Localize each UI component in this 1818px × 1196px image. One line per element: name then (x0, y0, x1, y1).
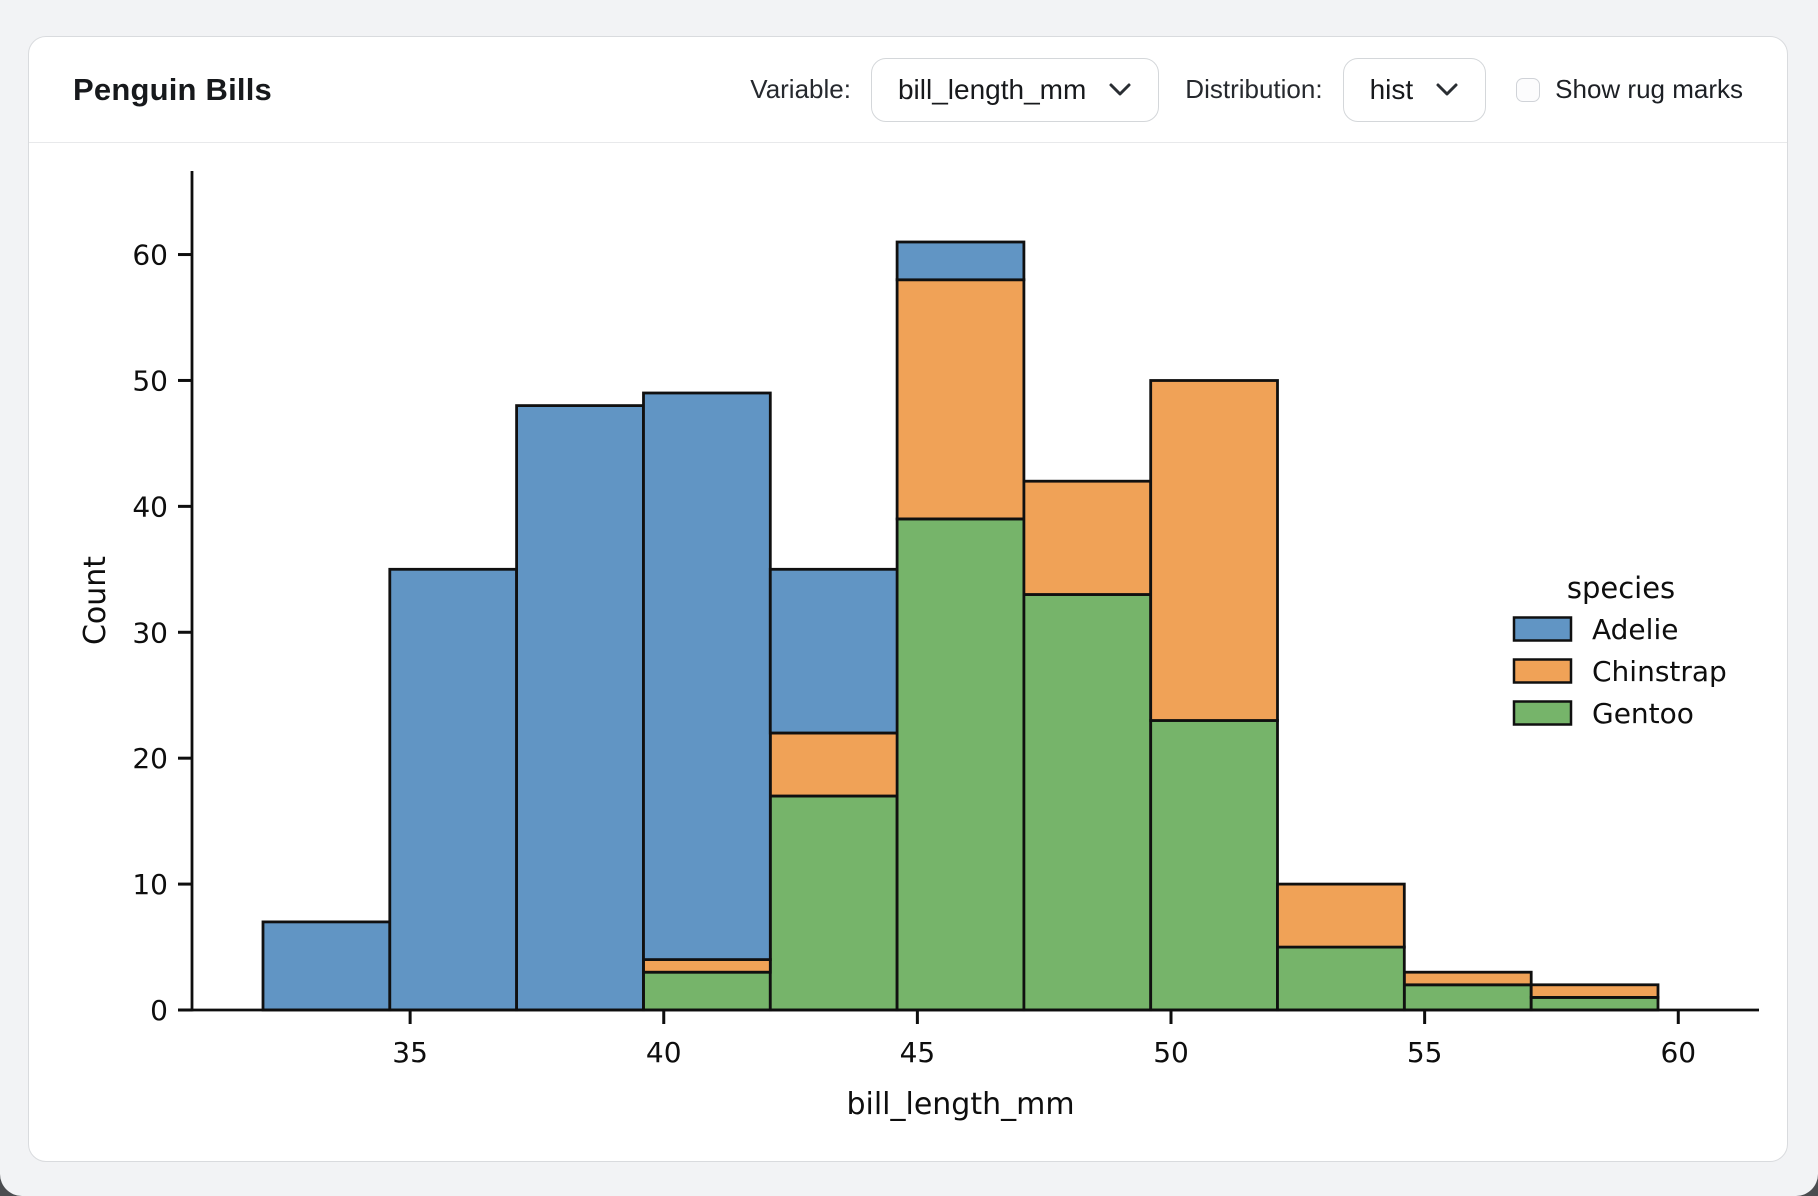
y-tick-label: 60 (132, 239, 168, 272)
histogram-chart: 0 10 20 30 40 50 60 35 40 45 50 55 60 bill_length_mm C… (78, 171, 1759, 1122)
y-axis-label: Count (78, 556, 113, 645)
card-header: Penguin Bills Variable: bill_length_mm D… (29, 37, 1787, 143)
y-tick-label: 30 (132, 616, 168, 649)
variable-label: Variable: (750, 74, 851, 104)
y-tick-label: 40 (132, 490, 168, 523)
y-tick-label: 10 (132, 868, 168, 901)
show-rug-label: Show rug marks (1555, 74, 1743, 104)
distribution-select-value: hist (1369, 73, 1414, 105)
x-tick-label: 50 (1153, 1036, 1189, 1069)
bar-chinstrap-bin4 (642, 958, 772, 974)
bar-gentoo-bin5 (768, 794, 899, 1012)
legend-swatch-adelie (1512, 616, 1573, 642)
y-tick-label: 0 (150, 994, 168, 1027)
x-axis-label: bill_length_mm (846, 1087, 1074, 1122)
variable-select[interactable]: bill_length_mm (870, 57, 1160, 122)
bar-chinstrap-bin5 (768, 731, 899, 798)
variable-select-value: bill_length_mm (897, 73, 1087, 105)
show-rug-checkbox[interactable] (1516, 77, 1541, 102)
bar-adelie-bin3 (515, 404, 645, 1012)
x-tick-label: 60 (1660, 1036, 1696, 1069)
header-controls: Variable: bill_length_mm Distribution: h… (750, 57, 1743, 122)
bar-gentoo-bin11 (1529, 996, 1660, 1012)
bar-adelie-bin5 (768, 567, 899, 735)
chart-area: 0 10 20 30 40 50 60 35 40 45 50 55 60 bill_length_mm C… (29, 143, 1787, 1161)
bar-gentoo-bin7 (1022, 593, 1153, 1012)
x-tick-label: 35 (392, 1036, 428, 1069)
bar-gentoo-bin4 (642, 970, 772, 1012)
x-tick-label: 55 (1407, 1036, 1443, 1069)
bar-adelie-bin6 (895, 240, 1026, 282)
y-tick-label: 50 (132, 364, 168, 397)
y-tick-label: 20 (132, 742, 168, 775)
bar-adelie-bin4 (642, 391, 772, 961)
legend-title: species (1567, 571, 1675, 605)
bar-gentoo-bin8 (1149, 719, 1279, 1012)
penguin-bills-card: Penguin Bills Variable: bill_length_mm D… (28, 36, 1788, 1162)
show-rug-control: Show rug marks (1516, 74, 1743, 105)
legend-swatch-gentoo (1512, 700, 1573, 726)
bar-gentoo-bin6 (895, 517, 1026, 1012)
bar-chinstrap-bin7 (1022, 479, 1153, 596)
distribution-label: Distribution: (1185, 74, 1323, 104)
bar-chinstrap-bin8 (1149, 379, 1279, 722)
bar-gentoo-bin10 (1403, 983, 1533, 1012)
legend-label-chinstrap: Chinstrap (1592, 655, 1727, 688)
chevron-down-icon (1436, 83, 1458, 95)
chevron-down-icon (1109, 83, 1131, 95)
legend-label-adelie: Adelie (1592, 613, 1678, 646)
distribution-select[interactable]: hist (1342, 57, 1487, 122)
bar-gentoo-bin9 (1276, 945, 1406, 1012)
bar-adelie-bin2 (388, 567, 518, 1012)
bar-chinstrap-bin9 (1276, 882, 1406, 949)
bar-chinstrap-bin6 (895, 278, 1026, 521)
legend-swatch-chinstrap (1512, 658, 1573, 684)
legend-label-gentoo: Gentoo (1592, 697, 1694, 730)
x-tick-label: 45 (900, 1036, 936, 1069)
bar-chinstrap-bin10 (1403, 970, 1533, 987)
bar-adelie-bin1 (261, 920, 392, 1012)
x-tick-label: 40 (646, 1036, 682, 1069)
page-title: Penguin Bills (73, 71, 272, 107)
bar-chinstrap-bin11 (1529, 983, 1660, 999)
